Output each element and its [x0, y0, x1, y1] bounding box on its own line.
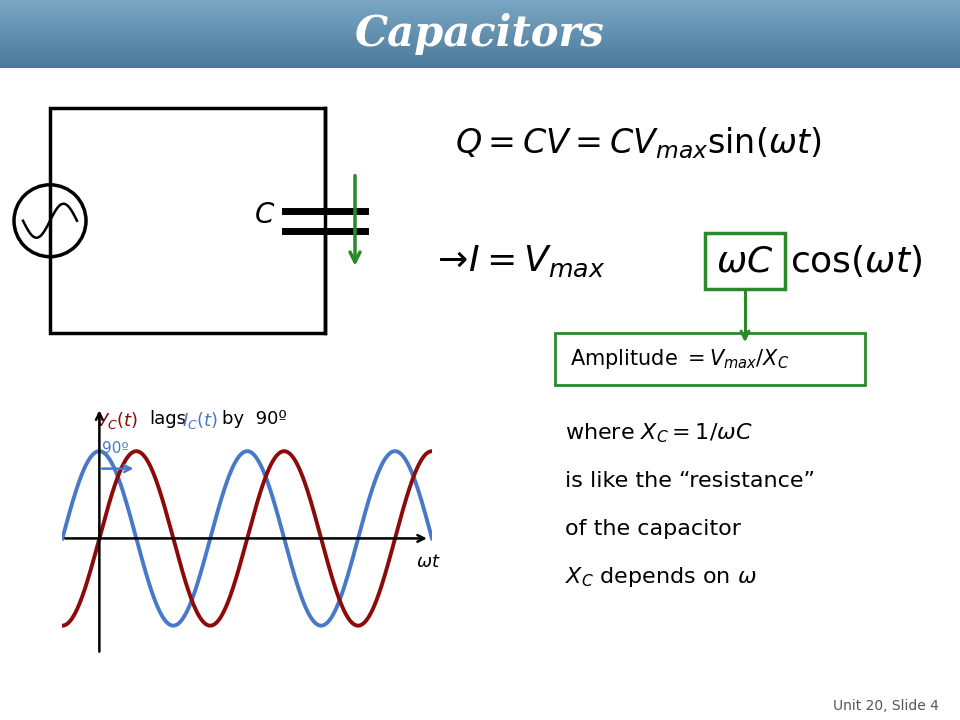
Text: $\omega C$: $\omega C$: [716, 244, 774, 278]
Bar: [705, 233, 785, 289]
Text: Amplitude $= V_{max}/X_C$: Amplitude $= V_{max}/X_C$: [570, 347, 789, 371]
Text: is like the “resistance”: is like the “resistance”: [565, 471, 815, 491]
Bar: [555, 333, 865, 385]
Text: where $X_C = 1/\omega C$: where $X_C = 1/\omega C$: [565, 421, 753, 445]
Text: lags: lags: [149, 410, 186, 428]
Text: $V_C(t)$: $V_C(t)$: [95, 410, 138, 431]
Text: $\rightarrow\!I = V_{max}$: $\rightarrow\!I = V_{max}$: [430, 243, 606, 279]
Text: $\omega t$: $\omega t$: [416, 553, 441, 571]
Text: of the capacitor: of the capacitor: [565, 519, 741, 539]
Text: $X_C$ depends on $\omega$: $X_C$ depends on $\omega$: [565, 564, 756, 589]
Text: $I_C(t)$: $I_C(t)$: [181, 410, 218, 431]
Bar: [50, 109, 325, 333]
Text: by  90º: by 90º: [222, 410, 287, 428]
Text: Capacitors: Capacitors: [355, 13, 605, 55]
Text: 90º: 90º: [103, 441, 129, 456]
Text: $Q = CV = CV_{max}\sin(\omega t)$: $Q = CV = CV_{max}\sin(\omega t)$: [455, 125, 822, 161]
Text: Unit 20, Slide 4: Unit 20, Slide 4: [833, 699, 939, 714]
Text: $\cos(\omega t)$: $\cos(\omega t)$: [790, 243, 923, 279]
Text: $C$: $C$: [254, 202, 276, 229]
